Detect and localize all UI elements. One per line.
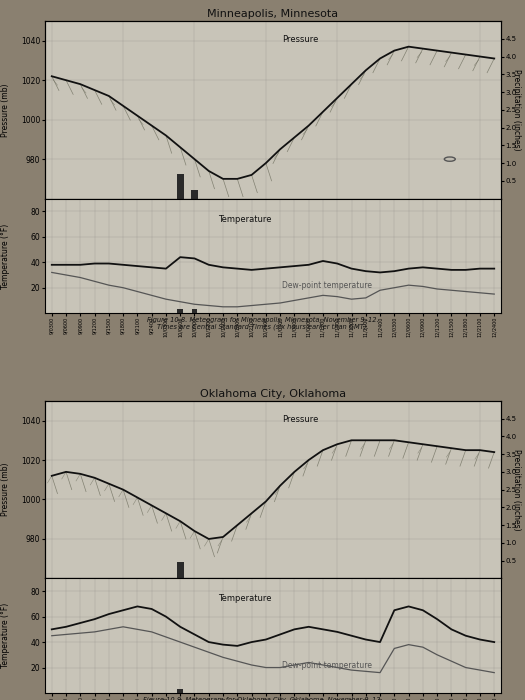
Text: Temperature: Temperature <box>218 214 272 223</box>
Title: Oklahoma City, Oklahoma: Oklahoma City, Oklahoma <box>200 389 346 399</box>
Y-axis label: Temperature (°F): Temperature (°F) <box>2 223 10 288</box>
Text: Dew-point temperature: Dew-point temperature <box>282 661 372 670</box>
Bar <box>176 562 184 578</box>
Bar <box>176 174 184 199</box>
Text: Figure 10-8. Meteogram for Minneapolis, Minnesota, November 9–12.
Times are Cent: Figure 10-8. Meteogram for Minneapolis, … <box>146 316 379 330</box>
Bar <box>177 309 183 313</box>
Title: Minneapolis, Minnesota: Minneapolis, Minnesota <box>207 9 339 19</box>
Y-axis label: Precipitation (inches): Precipitation (inches) <box>512 69 521 150</box>
Text: Pressure: Pressure <box>282 35 319 44</box>
Bar <box>177 690 183 693</box>
Y-axis label: Pressure (mb): Pressure (mb) <box>2 83 10 136</box>
Text: Dew-point temperature: Dew-point temperature <box>282 281 372 290</box>
Text: Figure 10-9. Meteogram for Oklahoma City, Oklahoma, November 9–12.
Times are Cen: Figure 10-9. Meteogram for Oklahoma City… <box>143 696 382 700</box>
Y-axis label: Precipitation (inches): Precipitation (inches) <box>512 449 521 531</box>
Text: Temperature: Temperature <box>218 594 272 603</box>
Bar <box>192 309 197 313</box>
Bar <box>191 190 198 199</box>
Y-axis label: Temperature (°F): Temperature (°F) <box>2 603 10 668</box>
Y-axis label: Pressure (mb): Pressure (mb) <box>2 463 10 517</box>
Text: Pressure: Pressure <box>282 415 319 424</box>
